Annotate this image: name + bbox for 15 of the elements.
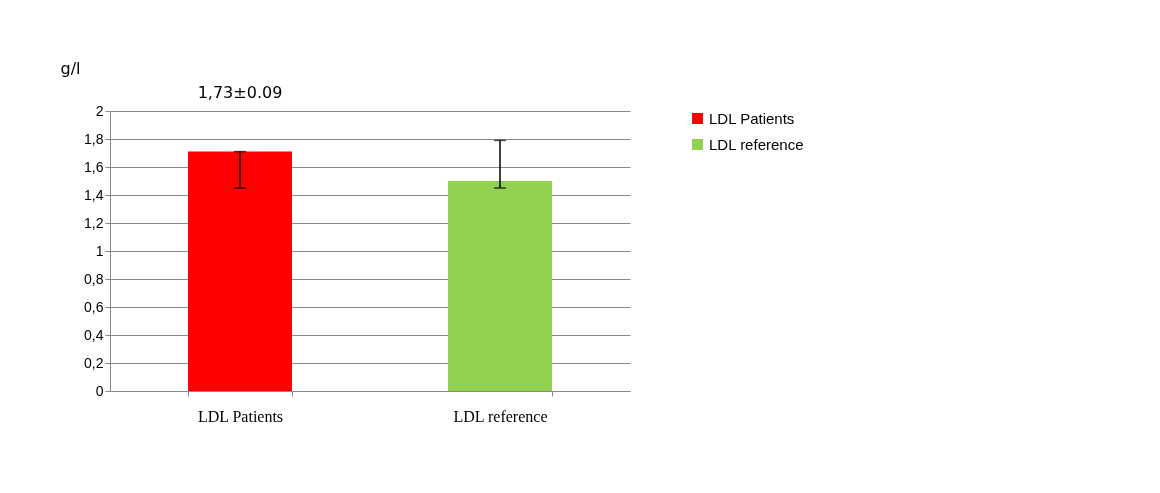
legend-label: LDL reference (709, 135, 804, 153)
text: 1,73±0.09 (197, 83, 283, 102)
y-tick-label: 0,6 (84, 298, 104, 315)
y-tick-label: 0,2 (84, 354, 104, 371)
y-tick-label: 1,6 (84, 158, 104, 175)
y-tick-label: 1,4 (84, 186, 104, 203)
y-tick-label: 2 (95, 102, 104, 119)
y-tick-label: 1 (95, 242, 104, 259)
y-tick-label: 0,4 (84, 326, 104, 343)
y-axis-title: g/l (60, 58, 81, 78)
y-tick-label: 0,8 (84, 270, 104, 287)
y-tick-label: 1,2 (84, 214, 104, 231)
y-tick-label: 0 (95, 382, 104, 399)
legend-label: LDL Patients (709, 109, 795, 127)
y-tick-label: 1,8 (84, 130, 104, 147)
